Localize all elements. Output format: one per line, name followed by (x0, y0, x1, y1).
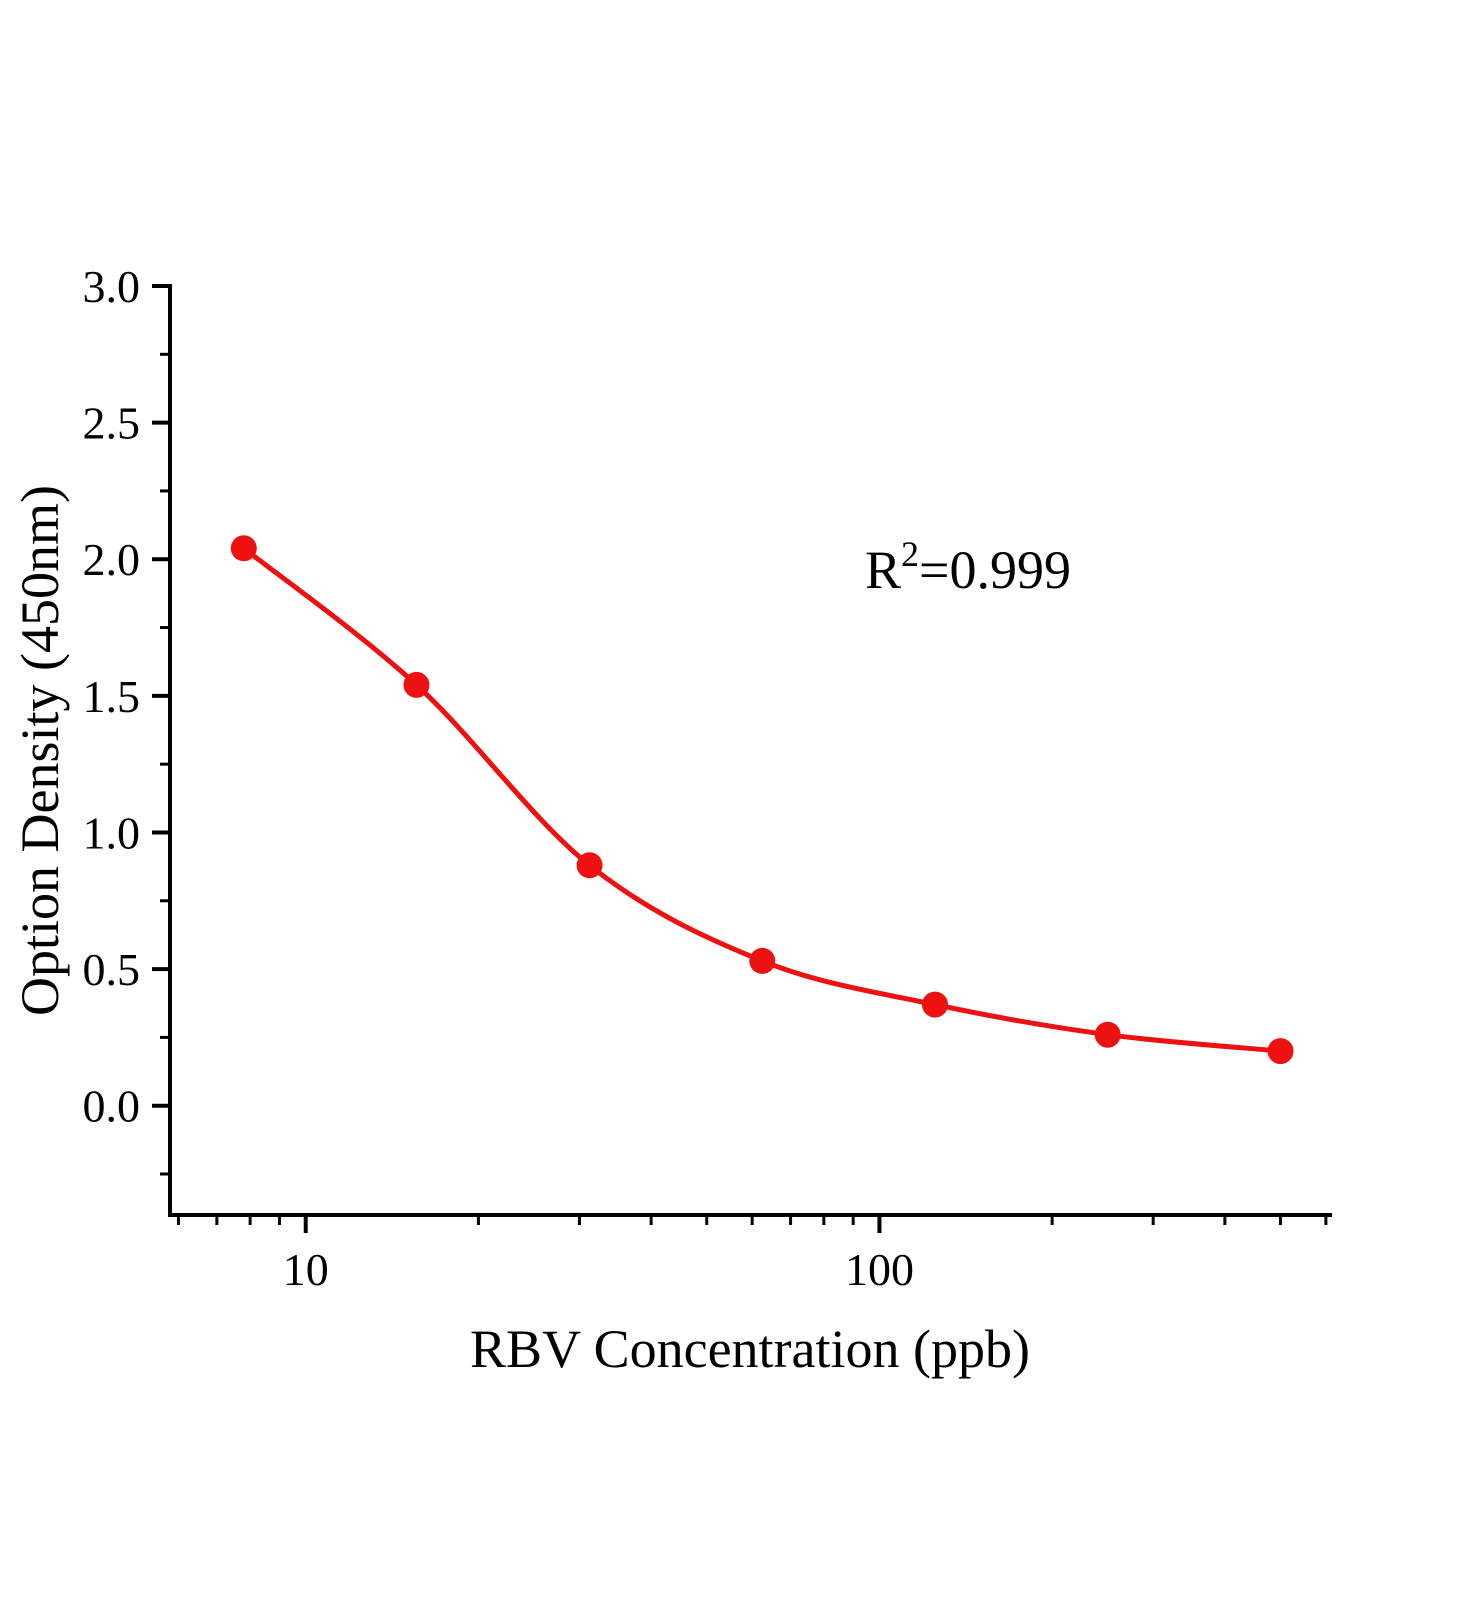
x-axis-title: RBV Concentration (ppb) (470, 1319, 1030, 1379)
y-axis-tick-label: 2.0 (83, 534, 141, 585)
y-axis-tick-label: 0.5 (83, 944, 141, 995)
data-point (1267, 1038, 1294, 1065)
r-squared-annotation: R2=0.999 (865, 534, 1071, 600)
data-point (1094, 1021, 1121, 1048)
x-axis-tick-label: 10 (283, 1244, 329, 1295)
data-point (576, 852, 603, 879)
data-point (749, 947, 776, 974)
data-point (922, 991, 948, 1018)
y-axis-title: Option Density (450nm) (10, 485, 70, 1016)
y-axis-tick-label: 0.0 (83, 1081, 141, 1132)
y-axis-tick-label: 2.5 (83, 398, 141, 449)
axes-frame (168, 284, 1332, 1217)
y-axis-tick-label: 3.0 (83, 261, 141, 312)
x-axis-tick-label: 100 (845, 1244, 914, 1295)
fit-curve (241, 545, 1283, 1054)
data-point (403, 671, 430, 698)
data-point (230, 535, 257, 562)
y-axis-tick-label: 1.0 (83, 807, 141, 858)
y-axis-tick-label: 1.5 (83, 671, 141, 722)
